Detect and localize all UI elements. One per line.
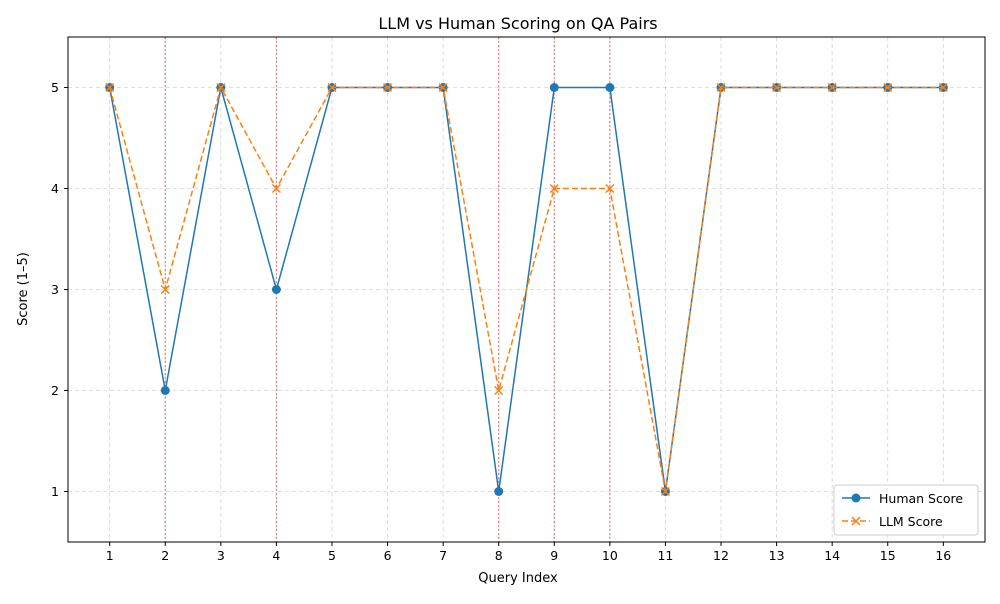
x-tick-label: 14 — [824, 548, 840, 563]
data-point-human — [271, 285, 281, 294]
data-point-llm — [271, 183, 281, 194]
y-tick-label: 3 — [51, 282, 59, 297]
data-point-llm — [383, 82, 393, 93]
x-tick-label: 11 — [657, 548, 673, 563]
x-tick-label: 13 — [769, 548, 785, 563]
data-point-llm — [160, 284, 170, 295]
data-point-human — [494, 487, 504, 496]
legend-llm-x — [851, 516, 861, 526]
y-tick-label: 1 — [51, 484, 59, 499]
legend: Human Score LLM Score — [833, 484, 979, 536]
x-tick-label: 10 — [602, 548, 618, 563]
data-point-llm — [772, 82, 782, 93]
series-line-llm — [108, 85, 944, 492]
legend-label-human: Human Score — [879, 491, 963, 506]
y-tick-label: 4 — [51, 181, 59, 196]
data-point-llm — [216, 82, 226, 93]
x-axis-label: Query Index — [478, 571, 558, 586]
x-tick-label: 2 — [161, 548, 169, 563]
series — [105, 82, 948, 497]
y-tick-label: 5 — [51, 80, 59, 95]
x-tick-label: 12 — [713, 548, 729, 563]
x-tick-label: 7 — [439, 548, 447, 563]
data-point-llm — [327, 82, 337, 93]
x-tick-label: 5 — [328, 548, 336, 563]
data-point-human — [160, 386, 170, 395]
data-point-llm — [438, 82, 448, 93]
data-point-human — [549, 83, 559, 92]
data-point-llm — [660, 486, 670, 497]
legend-label-llm: LLM Score — [879, 514, 943, 529]
data-point-llm — [716, 82, 726, 93]
y-tick-label: 2 — [51, 383, 59, 398]
x-tick-label: 4 — [272, 548, 280, 563]
data-point-human — [605, 83, 615, 92]
y-axis-label: Score (1–5) — [16, 252, 31, 326]
data-point-llm — [105, 82, 115, 93]
legend-llm-marker — [851, 516, 861, 526]
data-point-llm — [549, 183, 559, 194]
x-tick-label: 9 — [550, 548, 558, 563]
data-point-llm — [883, 82, 893, 93]
data-point-llm — [827, 82, 837, 93]
legend-human-marker — [851, 493, 861, 503]
x-tick-label: 8 — [495, 548, 503, 563]
x-tick-label: 6 — [384, 548, 392, 563]
mismatch-highlights — [164, 37, 611, 542]
data-point-llm — [605, 183, 615, 194]
chart-title: LLM vs Human Scoring on QA Pairs — [378, 14, 657, 33]
data-point-llm — [938, 82, 948, 93]
x-tick-label: 1 — [106, 548, 114, 563]
x-tick-label: 16 — [935, 548, 951, 563]
data-point-llm — [494, 385, 504, 396]
x-tick-label: 3 — [217, 548, 225, 563]
x-tick-label: 15 — [880, 548, 896, 563]
